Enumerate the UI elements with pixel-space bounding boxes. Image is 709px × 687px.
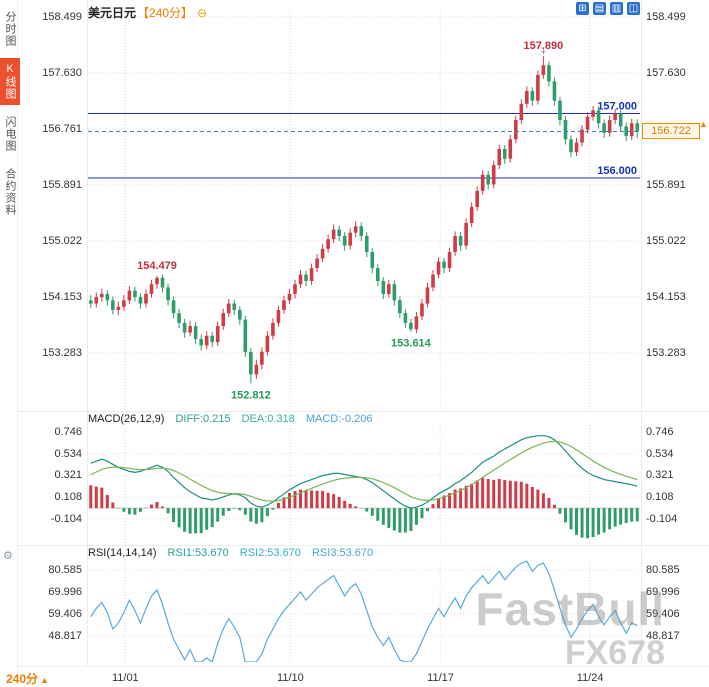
symbol-title: 美元日元 xyxy=(88,6,137,20)
macd-header: MACD(26,12,9) DIFF:0.215 DEA:0.318 MACD:… xyxy=(88,413,372,425)
axis-label: 0.321 xyxy=(54,469,82,482)
macd-dea-value: DEA:0.318 xyxy=(241,413,295,425)
axis-label: 155.022 xyxy=(42,234,82,247)
svg-text:156.000: 156.000 xyxy=(597,165,637,177)
panel-separator xyxy=(0,411,709,412)
rsi-header: RSI(14,14,14) RSI1:53.670 RSI2:53.670 RS… xyxy=(88,547,373,559)
axis-label: -0.104 xyxy=(50,512,82,525)
axis-label: 69.996 xyxy=(48,585,82,598)
plot-right-border xyxy=(641,0,642,666)
axis-label: 0.321 xyxy=(646,469,674,482)
current-price-arrow-icon: ▲ xyxy=(699,119,708,130)
svg-text:154.479: 154.479 xyxy=(137,260,177,272)
date-axis-label: 11/24 xyxy=(576,672,604,684)
svg-text:153.614: 153.614 xyxy=(391,338,432,350)
axis-label: 157.630 xyxy=(646,66,686,79)
chart-toolbar: ⊞ ▤ ▥ ◫ xyxy=(576,2,640,15)
timeframe-label: 240分 xyxy=(6,672,39,686)
axis-label: 156.761 xyxy=(42,122,82,135)
sidebar-tab-lightning-chart[interactable]: 闪电图 xyxy=(4,116,16,152)
axis-label: 0.746 xyxy=(646,426,674,439)
axis-label: 153.283 xyxy=(42,346,82,359)
date-axis-label: 11/17 xyxy=(427,672,454,684)
chart-header: 美元日元【240分】 ⊖ xyxy=(88,4,207,21)
axis-label: 0.534 xyxy=(54,447,82,460)
current-price-tag: 156.722 xyxy=(642,123,700,140)
timeframe-expand-icon: ▲ xyxy=(40,675,49,685)
columns-layout-icon[interactable]: ▥ xyxy=(610,2,623,15)
axis-label: 158.499 xyxy=(42,11,82,24)
left-price-axis: 158.499 157.630 156.761 155.891 155.022 154.1… xyxy=(20,0,84,666)
rsi2-value: RSI2:53.670 xyxy=(239,547,301,559)
watermark-fastbull: FastBull xyxy=(475,583,665,635)
date-axis-label: 11/10 xyxy=(277,672,304,684)
axis-label: 0.534 xyxy=(646,447,674,460)
timeframe-button[interactable]: 240分 ▲ xyxy=(6,670,49,687)
axis-label: 48.817 xyxy=(646,629,680,642)
axis-label: 154.153 xyxy=(42,290,82,303)
axis-label: 0.108 xyxy=(646,491,674,504)
axis-label: 80.585 xyxy=(646,564,680,577)
macd-panel-chart[interactable] xyxy=(88,425,640,543)
macd-hist-value: MACD:-0.206 xyxy=(305,413,373,425)
sidebar-tab-contract-info[interactable]: 合约资料 xyxy=(4,168,16,216)
svg-text:157.890: 157.890 xyxy=(524,40,564,52)
grid-layout-icon[interactable]: ▤ xyxy=(593,2,606,15)
axis-label: -0.104 xyxy=(646,512,678,525)
sidebar: 分时图 K线图 闪电图 合约资料 xyxy=(0,0,20,687)
collapse-icon[interactable]: ⊖ xyxy=(197,6,208,20)
axis-label: 0.108 xyxy=(54,491,82,504)
axis-label: 59.406 xyxy=(646,607,680,620)
svg-text:152.812: 152.812 xyxy=(231,389,271,401)
panel-separator xyxy=(0,545,709,546)
rsi3-value: RSI3:53.670 xyxy=(311,547,374,559)
plot-left-border xyxy=(87,0,88,666)
axis-label: 59.406 xyxy=(48,607,82,620)
footer-separator xyxy=(0,666,709,667)
macd-title: MACD(26,12,9) xyxy=(88,413,165,425)
axis-label: 153.283 xyxy=(646,346,686,359)
axis-label: 0.746 xyxy=(54,426,82,439)
sidebar-tab-time-chart[interactable]: 分时图 xyxy=(4,11,16,47)
watermark-fx678: FX678 xyxy=(564,634,665,672)
svg-text:157.000: 157.000 xyxy=(597,101,637,113)
axis-label: 80.585 xyxy=(48,564,82,577)
rsi-title: RSI(14,14,14) xyxy=(88,547,157,559)
date-axis-label: 11/01 xyxy=(111,672,139,684)
indicator-settings-icon[interactable]: ⚙ xyxy=(3,550,13,562)
svg-text:+: + xyxy=(541,47,546,57)
axis-label: 157.630 xyxy=(42,66,82,79)
main-price-chart[interactable]: 157.000 156.000 +157.890 154.479 153.614 152.… xyxy=(88,10,640,412)
axis-label: 69.996 xyxy=(646,585,680,598)
axis-label: 155.891 xyxy=(42,178,82,191)
axis-label: 155.891 xyxy=(646,178,686,191)
rsi1-value: RSI1:53.670 xyxy=(167,547,229,559)
right-price-axis: 158.499157.630156.761155.891155.022154.1… xyxy=(643,0,707,666)
rsi-panel-chart[interactable] xyxy=(88,559,640,662)
axis-label: 154.153 xyxy=(646,290,686,303)
sidebar-tab-kline-chart[interactable]: K线图 xyxy=(0,58,20,105)
axis-label: 155.022 xyxy=(646,234,686,247)
period-label: 【240分】 xyxy=(137,6,194,20)
macd-diff-value: DIFF:0.215 xyxy=(175,413,231,425)
axis-label: 48.817 xyxy=(48,629,82,642)
add-chart-icon[interactable]: ⊞ xyxy=(576,2,589,15)
axis-label: 158.499 xyxy=(646,11,686,24)
split-view-icon[interactable]: ◫ xyxy=(627,2,640,15)
